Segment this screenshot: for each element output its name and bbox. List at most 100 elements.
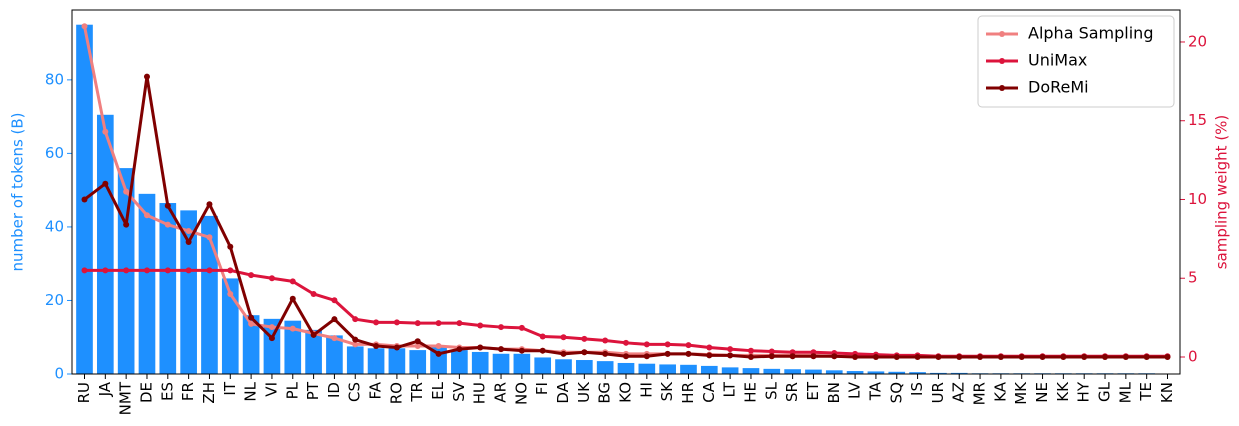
point [1165,354,1171,360]
x-tick-label: RU [75,382,93,403]
point [144,212,150,218]
x-tick-label: ES [158,382,176,401]
x-tick-label: VI [262,382,280,397]
point [123,189,129,195]
x-tick-label: NL [242,381,260,401]
bar [514,354,531,374]
point [144,267,150,273]
y2-tick-label: 0 [1188,347,1198,365]
x-tick-label: DA [554,381,572,403]
point [269,275,275,281]
legend-label: Alpha Sampling [1028,24,1153,43]
point [519,348,525,354]
point [644,341,650,347]
point [498,324,504,330]
point [665,351,671,357]
y2-tick-label: 20 [1188,32,1207,50]
point [186,239,192,245]
bar [659,364,676,374]
point [102,267,108,273]
x-tick-label: PL [283,381,301,399]
y-tick-label: 0 [54,365,64,383]
point [144,74,150,80]
bar [722,367,739,374]
x-tick-label: BN [825,382,843,404]
point [373,343,379,349]
point [498,346,504,352]
bar [159,203,176,374]
x-tick-label: HU [471,382,489,404]
point [561,334,567,340]
point [1102,354,1108,360]
x-tick-label: AR [492,382,510,403]
line [84,77,1167,357]
point [540,348,546,354]
point [227,244,233,250]
bar [805,370,822,374]
x-tick-label: ZH [200,382,218,404]
x-tick-label: NE [1033,382,1051,403]
x-tick-label: MR [971,382,989,405]
x-tick-label: LT [721,381,739,397]
point [665,341,671,347]
point [290,278,296,284]
point [873,354,879,360]
x-tick-label: SV [450,381,468,402]
x-tick-label: SK [658,381,676,402]
point [331,297,337,303]
x-tick-label: FR [179,382,197,401]
legend-label: DoReMi [1028,78,1089,97]
point [248,272,254,278]
point [602,337,608,343]
point [602,351,608,357]
x-tick-label: CS [346,382,364,402]
bar [701,366,718,374]
point [1123,354,1129,360]
x-tick-label: HE [741,382,759,403]
x-tick-label: HR [679,382,697,404]
x-tick-label: TA [866,381,884,401]
point [727,352,733,358]
point [165,222,171,228]
bar [638,364,655,374]
point [206,201,212,207]
bar [597,361,614,374]
point [1060,354,1066,360]
point [706,345,712,351]
x-tick-label: IS [908,382,926,396]
point [373,319,379,325]
point [706,352,712,358]
x-tick-label: KN [1158,382,1176,403]
point [436,343,442,349]
point [290,296,296,302]
bar [389,348,406,374]
legend-marker [999,85,1005,91]
point [477,345,483,351]
x-tick-label: KK [1054,381,1072,402]
bar [576,360,593,374]
point [623,340,629,346]
bar [784,369,801,374]
point [769,353,775,359]
point [186,267,192,273]
bar [368,348,385,374]
legend-marker [999,58,1005,64]
point [227,291,233,297]
bar [534,357,551,374]
point [352,316,358,322]
bar [618,363,635,374]
point [540,334,546,340]
point [581,336,587,342]
point [290,326,296,332]
y2-tick-label: 10 [1188,190,1207,208]
point [248,315,254,321]
x-tick-label: IT [221,381,239,395]
x-tick-label: ET [804,381,822,400]
bar [451,350,468,374]
x-tick-label: JA [96,381,114,397]
point [227,267,233,273]
point [748,354,754,360]
point [935,354,941,360]
